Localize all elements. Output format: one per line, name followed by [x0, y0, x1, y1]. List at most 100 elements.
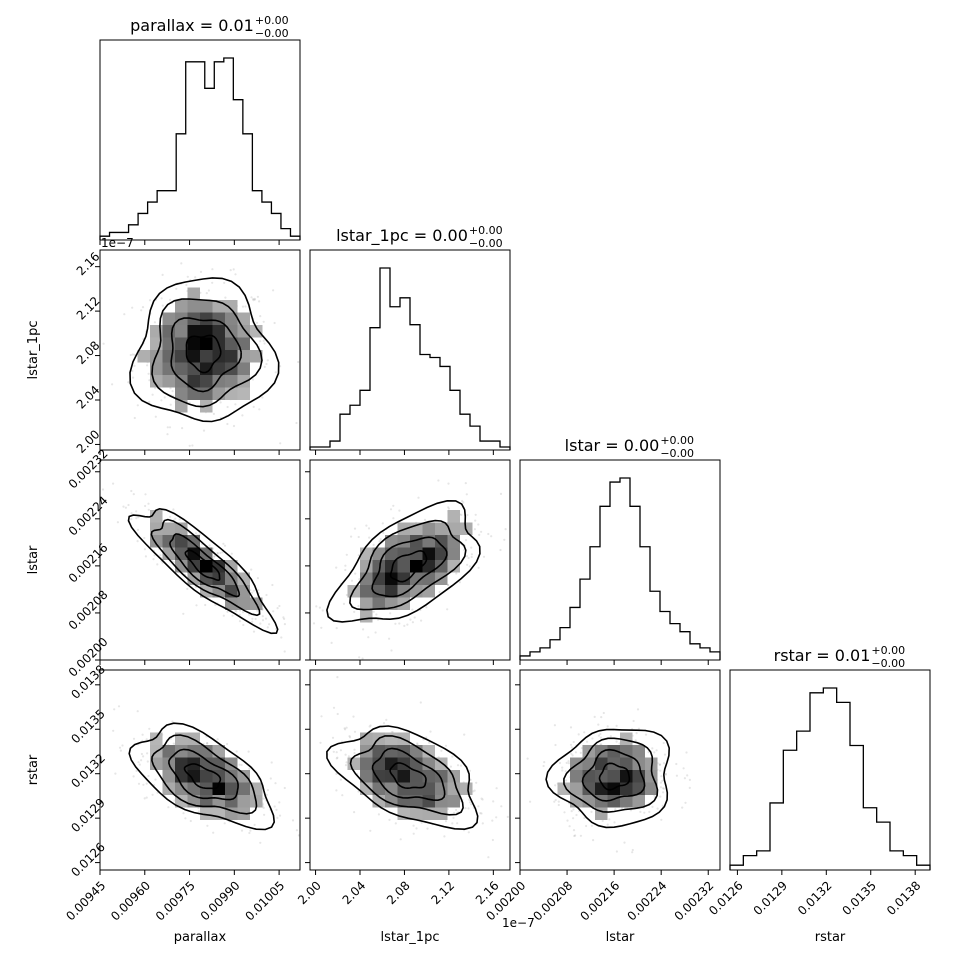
sample-point	[141, 306, 145, 309]
sample-point	[204, 603, 207, 607]
sample-point	[344, 764, 348, 767]
sample-point	[224, 296, 227, 299]
sample-point	[664, 772, 667, 776]
hist-panel-lstar_1pc: lstar_1pc = 0.00 +0.00−0.00	[309, 224, 511, 451]
sample-point	[353, 748, 356, 751]
2d-panel-parallax-rstar	[99, 669, 301, 871]
density-cell	[372, 572, 385, 585]
sample-point	[557, 803, 560, 807]
density-cell	[607, 745, 620, 758]
sample-point	[148, 727, 151, 730]
contour-level-2	[581, 748, 646, 802]
sample-point	[643, 811, 646, 814]
density-cell	[460, 782, 473, 795]
sample-point	[662, 791, 665, 794]
x-axis-label-parallax: parallax	[174, 930, 227, 945]
density-cell	[187, 300, 200, 313]
sample-point	[330, 641, 333, 645]
sample-point	[258, 408, 261, 411]
panel-frame	[309, 249, 511, 451]
sample-point	[259, 340, 262, 343]
sample-point	[251, 620, 254, 623]
sample-point	[202, 429, 206, 432]
sample-point	[144, 493, 147, 496]
sample-point	[230, 552, 233, 555]
sample-point	[571, 754, 574, 757]
density-cell	[632, 745, 645, 758]
sample-point	[447, 507, 450, 510]
sample-point	[259, 315, 262, 318]
sample-point	[335, 566, 338, 569]
sample-point	[398, 622, 401, 625]
sample-point	[140, 759, 143, 762]
sample-point	[357, 604, 360, 608]
sample-point	[606, 725, 609, 728]
sample-point	[472, 790, 475, 793]
sample-point	[444, 744, 448, 747]
sample-point	[417, 496, 420, 499]
sample-point	[425, 736, 428, 739]
sample-point	[188, 401, 191, 404]
sample-point	[420, 821, 423, 824]
sample-point	[249, 829, 252, 832]
sample-point	[133, 353, 136, 356]
sample-point	[118, 746, 122, 749]
sample-point	[148, 400, 151, 403]
sample-point	[368, 536, 371, 539]
sample-point	[382, 722, 386, 725]
sample-point	[213, 555, 216, 558]
density-cell	[200, 375, 213, 388]
sample-point	[336, 756, 339, 759]
sample-point	[348, 736, 352, 739]
sample-point	[257, 589, 260, 592]
sample-point	[279, 365, 282, 368]
contour-level-4	[128, 722, 276, 831]
sample-point	[169, 515, 172, 518]
sample-point	[651, 805, 654, 809]
sample-point	[529, 800, 532, 803]
density-cell	[447, 510, 460, 523]
sample-point	[656, 807, 659, 810]
sample-point	[388, 818, 391, 822]
sample-point	[226, 742, 229, 746]
density-cell	[410, 572, 423, 585]
sample-point	[335, 789, 338, 792]
sample-point	[353, 610, 356, 614]
sample-point	[331, 736, 335, 739]
sample-point	[455, 572, 458, 575]
sample-point	[482, 555, 486, 558]
sample-point	[566, 819, 569, 822]
sample-point	[167, 806, 170, 809]
sample-point	[244, 305, 247, 308]
sample-point	[453, 811, 456, 814]
sample-point	[263, 365, 266, 368]
sample-point	[265, 793, 268, 797]
sample-point	[354, 572, 357, 575]
density-cell	[200, 807, 213, 820]
density-cell	[225, 375, 238, 388]
contour-level-1	[184, 549, 221, 582]
sample-point	[651, 747, 654, 750]
sample-point	[135, 517, 138, 520]
sample-point	[344, 568, 347, 572]
density-cell	[422, 522, 435, 535]
sample-point	[554, 798, 557, 802]
sample-point	[348, 735, 351, 738]
sample-point	[123, 313, 126, 316]
sample-point	[143, 536, 146, 540]
sample-point	[166, 426, 169, 429]
sample-point	[606, 823, 609, 826]
sample-point	[388, 637, 391, 640]
sample-point	[614, 808, 617, 811]
x-axis-label-rstar: rstar	[815, 930, 846, 945]
sample-point	[599, 736, 603, 739]
sample-point	[234, 403, 237, 406]
title-parallax: parallax = 0.01	[130, 16, 254, 35]
density-cell	[237, 597, 250, 610]
density-cell	[435, 547, 448, 560]
sample-point	[320, 715, 323, 718]
sample-point	[572, 817, 575, 820]
sample-point	[269, 777, 272, 780]
sample-point	[661, 779, 664, 782]
contour-level-1	[598, 762, 631, 791]
